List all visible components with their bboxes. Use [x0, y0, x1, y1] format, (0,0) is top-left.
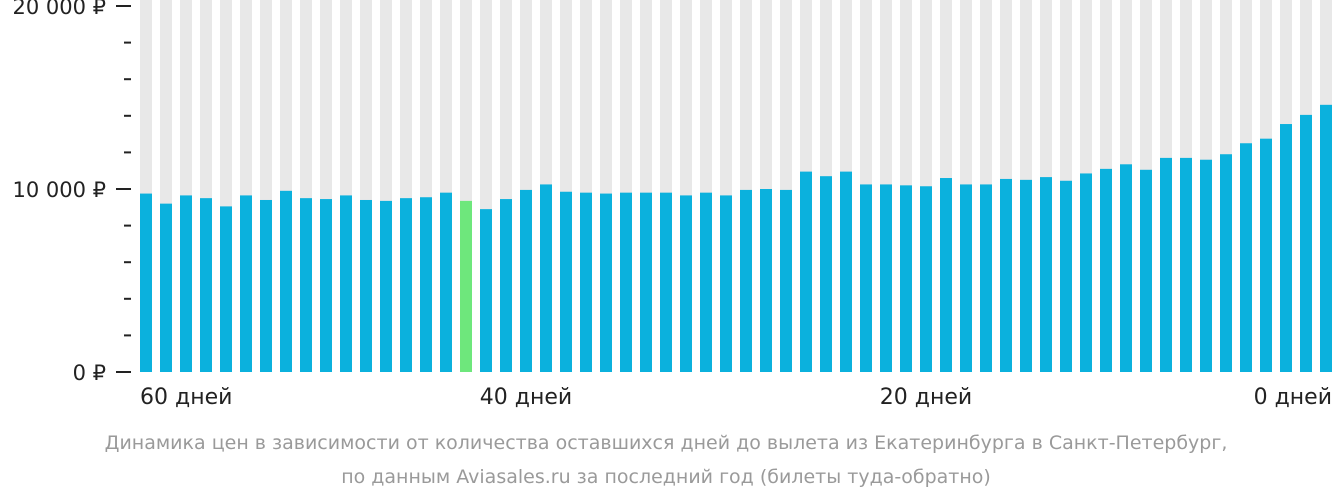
- price-bar: [940, 178, 952, 372]
- price-bar: [440, 192, 452, 372]
- price-bar: [900, 185, 912, 372]
- price-bars: [140, 104, 1332, 372]
- price-bar: [740, 189, 752, 372]
- price-bar: [340, 195, 352, 372]
- price-bar: [860, 184, 872, 372]
- price-bar: [320, 199, 332, 372]
- price-bar: [360, 199, 372, 372]
- price-bar: [1080, 173, 1092, 372]
- price-bar: [480, 209, 492, 372]
- price-bar: [300, 198, 312, 372]
- x-tick-label: 40 дней: [480, 385, 572, 410]
- price-bar: [220, 206, 232, 372]
- price-bar: [960, 184, 972, 372]
- price-bar: [1040, 177, 1052, 372]
- price-bar: [700, 192, 712, 372]
- x-tick-label: 0 дней: [1254, 385, 1332, 410]
- price-bar: [920, 186, 932, 372]
- price-bar: [820, 176, 832, 372]
- y-axis: 20 000 ₽ 10 000 ₽ 0 ₽: [12, 0, 131, 385]
- price-bar: [1120, 164, 1132, 372]
- price-bar: [1220, 154, 1232, 372]
- price-bar: [380, 200, 392, 372]
- price-bar: [1280, 124, 1292, 372]
- price-bar: [1240, 143, 1252, 372]
- price-bar: [500, 199, 512, 372]
- price-bar: [600, 193, 612, 372]
- price-bar: [1100, 168, 1112, 372]
- price-bar: [660, 192, 672, 372]
- chart-caption-line-2: по данным Aviasales.ru за последний год …: [341, 466, 991, 488]
- chart-caption-line-1: Динамика цен в зависимости от количества…: [104, 432, 1228, 454]
- price-bar: [720, 195, 732, 372]
- y-tick-label: 0 ₽: [73, 361, 106, 385]
- price-bar: [680, 195, 692, 372]
- price-bar: [880, 184, 892, 372]
- price-bar: [620, 192, 632, 372]
- price-bar: [560, 191, 572, 372]
- price-bar: [760, 189, 772, 372]
- price-bar: [780, 189, 792, 372]
- price-bar: [1180, 157, 1192, 372]
- x-tick-label: 20 дней: [880, 385, 972, 410]
- price-bar: [280, 190, 292, 372]
- price-bar: [800, 171, 812, 372]
- price-bar-chart: 20 000 ₽ 10 000 ₽ 0 ₽ 60 дней 40 дней 20 дне…: [12, 0, 1332, 410]
- price-bar: [640, 192, 652, 372]
- price-bar: [420, 197, 432, 372]
- price-bar: [840, 171, 852, 372]
- price-bar: [540, 184, 552, 372]
- y-tick-label: 20 000 ₽: [12, 0, 106, 19]
- price-bar: [1160, 157, 1172, 372]
- price-bar: [200, 198, 212, 372]
- bar-background-columns: [140, 0, 1332, 372]
- price-bar: [160, 203, 172, 372]
- price-bar: [520, 189, 532, 372]
- price-bar: [580, 192, 592, 372]
- price-bar: [180, 195, 192, 372]
- price-bar: [1320, 104, 1332, 372]
- price-bar: [240, 195, 252, 372]
- y-tick-label: 10 000 ₽: [12, 178, 106, 202]
- price-bar: [1140, 169, 1152, 372]
- price-bar: [140, 193, 152, 372]
- price-bar: [1060, 180, 1072, 372]
- price-bar: [1300, 114, 1312, 372]
- price-bar: [1260, 138, 1272, 372]
- price-bar: [1000, 178, 1012, 372]
- price-bar: [260, 199, 272, 372]
- price-bar: [1200, 159, 1212, 372]
- price-bar: [1020, 179, 1032, 372]
- x-axis-labels: 60 дней 40 дней 20 дней 0 дней: [140, 385, 1332, 410]
- price-bar: [980, 184, 992, 372]
- price-bar-highlighted: [460, 200, 472, 372]
- price-bar: [400, 198, 412, 372]
- x-tick-label: 60 дней: [140, 385, 232, 410]
